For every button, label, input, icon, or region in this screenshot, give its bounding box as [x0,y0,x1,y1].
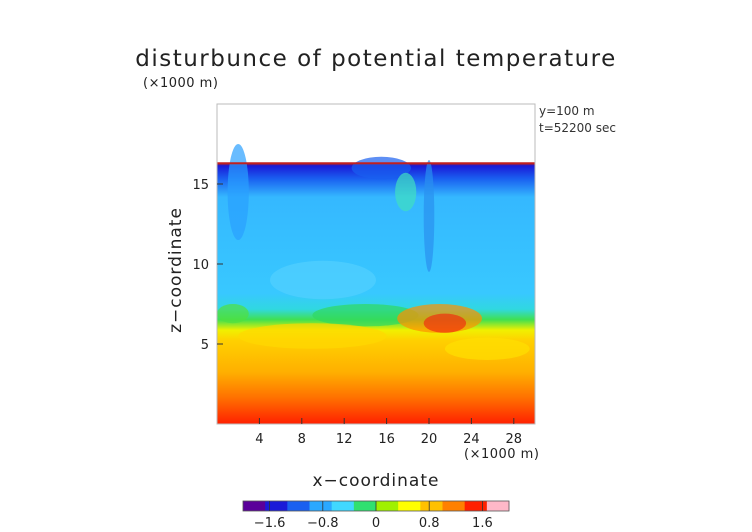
cold-column-left [227,144,249,240]
colorbar-tick-label: 0.8 [419,516,440,531]
y-tick-label: 10 [192,258,209,273]
colorbar-swatch [243,501,266,511]
chart-title: disturbunce of potential temperature [135,46,617,72]
colorbar-swatch [265,501,288,511]
x-tick-label: 20 [421,432,438,447]
colorbar-swatch [376,501,399,511]
light-patch [270,260,376,300]
colorbar-tick-label: 1.6 [472,516,493,531]
x-tick-label: 16 [378,432,395,447]
y-axis-units: (×1000 m) [143,76,219,91]
x-tick-label: 4 [255,432,263,447]
yellow-upper-layer [238,323,387,349]
y-tick-label: 5 [201,338,209,353]
x-axis-units: (×1000 m) [464,447,540,462]
warm-plume-top [395,172,417,212]
annotation-t: t=52200 sec [539,121,616,135]
colorbar-swatch [309,501,333,511]
y-tick-label: 15 [192,178,209,193]
colorbar-swatch [353,501,377,511]
colorbar-swatch [420,501,443,511]
x-tick-label: 8 [298,432,306,447]
colorbar-swatch [464,501,488,511]
field-background [217,163,535,424]
colorbar-swatch [287,501,310,511]
colorbar-swatch [486,501,510,511]
warm-blob [423,313,467,333]
inversion-green [312,304,419,327]
colorbar-tick-label: −1.6 [254,516,286,531]
x-tick-label: 28 [506,432,523,447]
colorbar-swatch [442,501,466,511]
annotation-y: y=100 m [539,104,595,118]
colorbar-swatch [398,501,421,511]
x-tick-label: 24 [463,432,480,447]
x-tick-label: 12 [336,432,353,447]
cold-column-mid [423,160,435,272]
yellow-tongue [444,337,530,360]
inversion-left [217,304,249,324]
colorbar-swatch [331,501,355,511]
colorbar-tick-label: 0 [372,516,380,531]
colorbar-tick-label: −0.8 [307,516,339,531]
x-axis-label: x−coordinate [312,471,440,491]
